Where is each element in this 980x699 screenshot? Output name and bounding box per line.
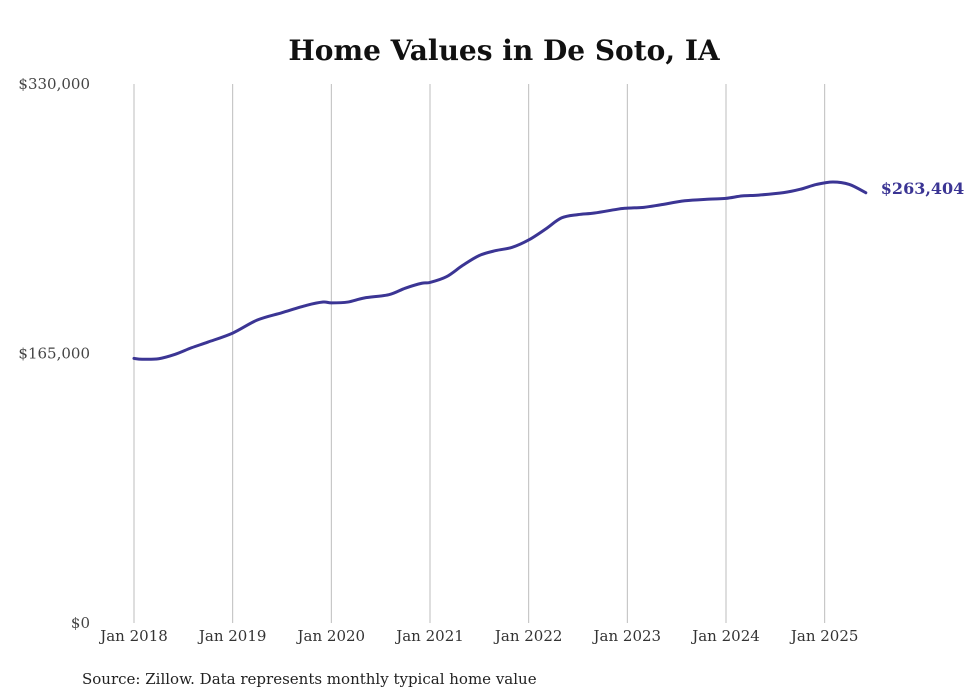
y-tick-label: $330,000 bbox=[18, 75, 90, 93]
x-tick-label: Jan 2019 bbox=[197, 627, 267, 645]
x-tick-label: Jan 2023 bbox=[592, 627, 662, 645]
chart-title: Home Values in De Soto, IA bbox=[288, 34, 721, 67]
x-tick-label: Jan 2020 bbox=[296, 627, 366, 645]
y-axis: $0 $165,000 $330,000 bbox=[18, 75, 90, 632]
x-tick-label: Jan 2021 bbox=[394, 627, 464, 645]
end-value-label: $263,404 bbox=[881, 179, 965, 198]
x-tick-label: Jan 2018 bbox=[98, 627, 168, 645]
x-tick-label: Jan 2022 bbox=[493, 627, 563, 645]
series-line bbox=[132, 180, 868, 361]
series: $263,404 bbox=[132, 179, 965, 361]
x-axis: Jan 2018 Jan 2019 Jan 2020 Jan 2021 Jan 2022… bbox=[98, 627, 858, 645]
source-note: Source: Zillow. Data represents monthly … bbox=[82, 670, 537, 688]
x-tick-label: Jan 2025 bbox=[789, 627, 859, 645]
y-tick-label: $165,000 bbox=[18, 345, 90, 363]
y-tick-label: $0 bbox=[71, 614, 90, 632]
x-tick-label: Jan 2024 bbox=[690, 627, 760, 645]
grid bbox=[133, 84, 826, 623]
